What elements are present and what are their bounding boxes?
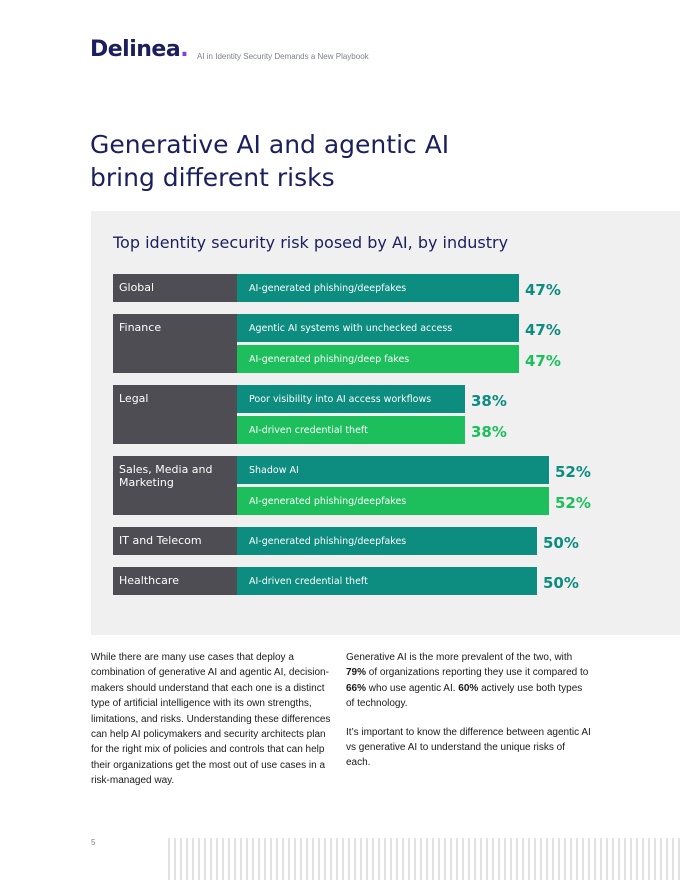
stat-generative-ai: 79% <box>346 667 367 679</box>
body-right-paragraph-2: It’s important to know the difference be… <box>346 726 591 769</box>
stat-both: 60% <box>458 682 479 694</box>
industry-label-legal: Legal <box>113 385 237 444</box>
body-left-column: While there are many use cases that depl… <box>91 650 331 789</box>
value-label-healthcare-1: 50% <box>543 574 579 592</box>
industry-label-healthcare: Healthcare <box>113 567 237 595</box>
bar-legal-1: Poor visibility into AI access workflows <box>237 385 465 413</box>
bar-finance-1: Agentic AI systems with unchecked access <box>237 314 519 342</box>
chart-title: Top identity security risk posed by AI, … <box>113 233 509 252</box>
body-left-paragraph: While there are many use cases that depl… <box>91 652 331 787</box>
industry-label-it-and-telecom: IT and Telecom <box>113 527 237 555</box>
industry-label-sales-media-and-marketing: Sales, Media and Marketing <box>113 456 237 515</box>
bar-healthcare-1: AI-driven credential theft <box>237 567 537 595</box>
decorative-stripes <box>168 838 680 880</box>
bar-legal-2: AI-driven credential theft <box>237 416 465 444</box>
value-label-sales-media-and-marketing-1: 52% <box>555 463 591 481</box>
page-number: 5 <box>91 838 96 847</box>
page-headline: Generative AI and agentic AI bring diffe… <box>90 130 450 192</box>
bar-sales-media-and-marketing-1: Shadow AI <box>237 456 549 484</box>
stat-agentic-ai: 66% <box>346 682 367 694</box>
delinea-logo: Delinea. <box>90 37 189 62</box>
value-label-sales-media-and-marketing-2: 52% <box>555 494 591 512</box>
industry-label-finance: Finance <box>113 314 237 373</box>
value-label-it-and-telecom-1: 50% <box>543 534 579 552</box>
value-label-legal-2: 38% <box>471 423 507 441</box>
bar-sales-media-and-marketing-2: AI-generated phishing/deepfakes <box>237 487 549 515</box>
bar-finance-2: AI-generated phishing/deep fakes <box>237 345 519 373</box>
bar-it-and-telecom-1: AI-generated phishing/deepfakes <box>237 527 537 555</box>
industry-label-global: Global <box>113 274 237 302</box>
document-subtitle: AI in Identity Security Demands a New Pl… <box>197 52 369 61</box>
value-label-finance-1: 47% <box>525 321 561 339</box>
body-right-column: Generative AI is the more prevalent of t… <box>346 650 592 771</box>
body-right-paragraph-1: Generative AI is the more prevalent of t… <box>346 652 589 710</box>
value-label-finance-2: 47% <box>525 352 561 370</box>
value-label-global-1: 47% <box>525 281 561 299</box>
value-label-legal-1: 38% <box>471 392 507 410</box>
bar-global-1: AI-generated phishing/deepfakes <box>237 274 519 302</box>
